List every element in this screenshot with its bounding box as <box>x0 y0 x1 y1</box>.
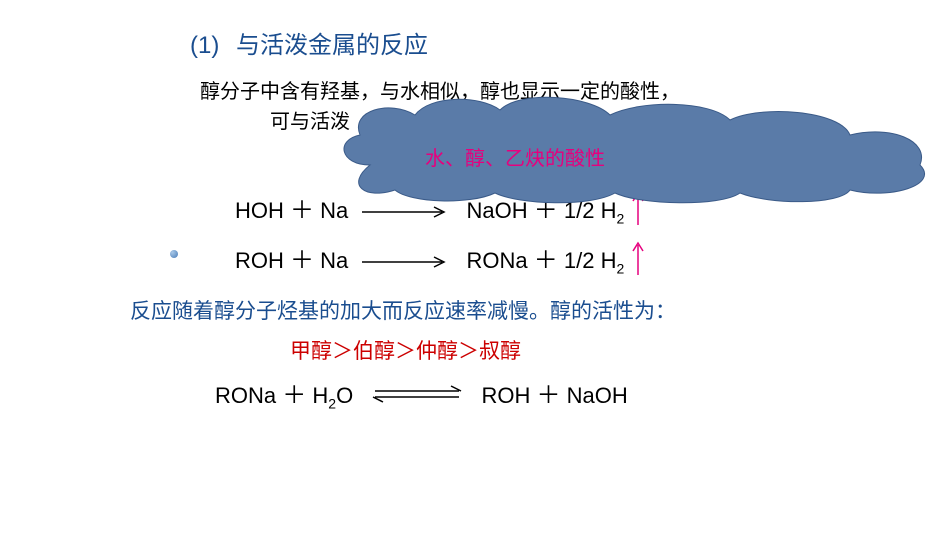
arrow-up-icon <box>630 241 646 283</box>
equation-2: ROH ＋ Na RONa ＋ 1/2 H2 <box>235 240 646 283</box>
eq3-plus2: ＋ <box>536 382 560 409</box>
title-number: (1) <box>190 32 219 59</box>
eq1-sub: 2 <box>617 210 625 226</box>
eq3-lhs2sub: 2 <box>328 395 336 411</box>
eq1-plus1: ＋ <box>290 197 314 224</box>
eq2-rhs2a: 1/2 <box>564 248 595 273</box>
eq3-rhs1: ROH <box>481 383 530 408</box>
section-title: (1) 与活泼金属的反应 <box>190 25 428 60</box>
reactivity-order: 甲醇＞伯醇＞仲醇＞叔醇 <box>290 335 521 365</box>
conclusion-text: 反应随着醇分子烃基的加大而反应速率减慢。醇的活性为： <box>130 295 676 325</box>
eq2-lhs2: Na <box>320 248 348 273</box>
eq2-rhs1: RONa <box>467 248 528 273</box>
cloud-text: 水、醇、乙炔的酸性 <box>425 142 605 171</box>
eq2-rhs2b: H <box>601 248 617 273</box>
equation-3: RONa ＋ H2O ROH ＋ NaOH <box>215 375 628 411</box>
eq2-plus2: ＋ <box>534 247 558 274</box>
title-text: 与活泼金属的反应 <box>236 32 428 59</box>
eq2-sub: 2 <box>617 260 625 276</box>
cloud-shape-icon <box>330 95 940 205</box>
eq2-plus1: ＋ <box>290 247 314 274</box>
arrow-right-icon <box>362 249 452 275</box>
equilibrium-arrow-icon <box>367 384 467 410</box>
eq3-lhs1: RONa <box>215 383 276 408</box>
eq3-rhs2: NaOH <box>567 383 628 408</box>
eq3-lhs2a: H <box>312 383 328 408</box>
eq3-lhs2b: O <box>336 383 353 408</box>
cloud-callout <box>330 95 940 205</box>
eq1-lhs1: HOH <box>235 198 284 223</box>
eq2-lhs1: ROH <box>235 248 284 273</box>
bullet-icon <box>170 250 178 258</box>
eq3-plus1: ＋ <box>282 382 306 409</box>
